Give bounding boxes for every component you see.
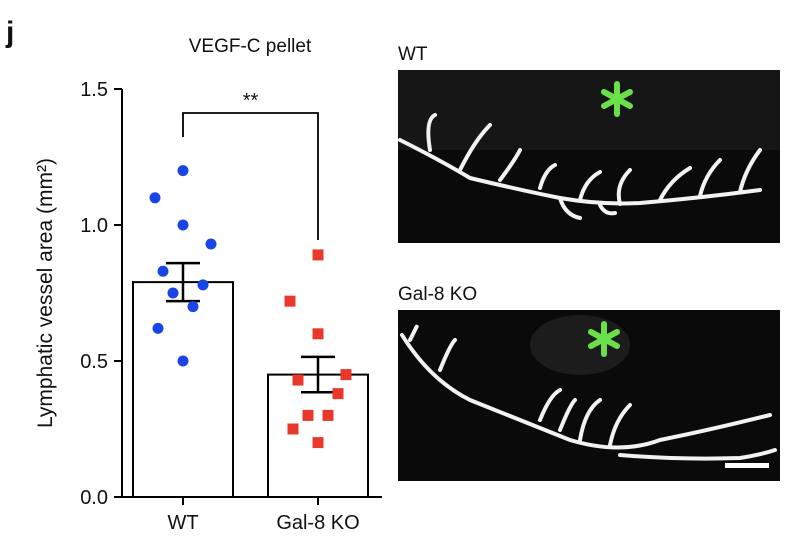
data-point bbox=[312, 328, 324, 340]
significance-bracket bbox=[182, 112, 319, 240]
data-point bbox=[284, 295, 296, 307]
data-point bbox=[152, 322, 164, 334]
micrograph-wt: WT bbox=[398, 44, 780, 243]
error-bar bbox=[301, 355, 335, 394]
data-point bbox=[302, 409, 314, 421]
bar bbox=[267, 373, 369, 499]
scale-bar bbox=[725, 463, 769, 468]
data-point bbox=[287, 423, 299, 435]
image-label: WT bbox=[398, 44, 428, 65]
data-point bbox=[177, 219, 189, 231]
y-tick-label: 1.0 bbox=[80, 215, 108, 237]
panel-label: j bbox=[5, 16, 14, 49]
error-bar bbox=[166, 261, 200, 303]
data-point bbox=[332, 388, 344, 400]
chart-title: VEGF-C pellet bbox=[189, 36, 312, 57]
data-point bbox=[312, 249, 324, 261]
y-tick-label: 0.5 bbox=[80, 351, 108, 373]
data-point bbox=[177, 355, 189, 367]
y-tick-label: 1.5 bbox=[80, 79, 108, 101]
data-point bbox=[205, 238, 217, 250]
data-point bbox=[187, 301, 199, 313]
data-point bbox=[340, 369, 352, 381]
data-point bbox=[157, 265, 169, 277]
x-tick-label: WT bbox=[167, 512, 198, 534]
data-point bbox=[322, 409, 334, 421]
bar bbox=[132, 281, 234, 498]
data-point bbox=[197, 279, 209, 291]
data-point bbox=[177, 165, 189, 177]
y-tick-label: 0.0 bbox=[80, 487, 108, 509]
data-point bbox=[167, 287, 179, 299]
y-axis-label: Lymphatic vessel area (mm²) bbox=[34, 158, 57, 428]
image-label: Gal-8 KO bbox=[398, 284, 477, 305]
data-point bbox=[312, 437, 324, 449]
data-point bbox=[149, 192, 161, 204]
x-tick-label: Gal-8 KO bbox=[276, 512, 359, 534]
data-point bbox=[292, 374, 304, 386]
significance-label: ** bbox=[243, 90, 259, 112]
micrograph-ko: Gal-8 KO bbox=[398, 284, 780, 481]
